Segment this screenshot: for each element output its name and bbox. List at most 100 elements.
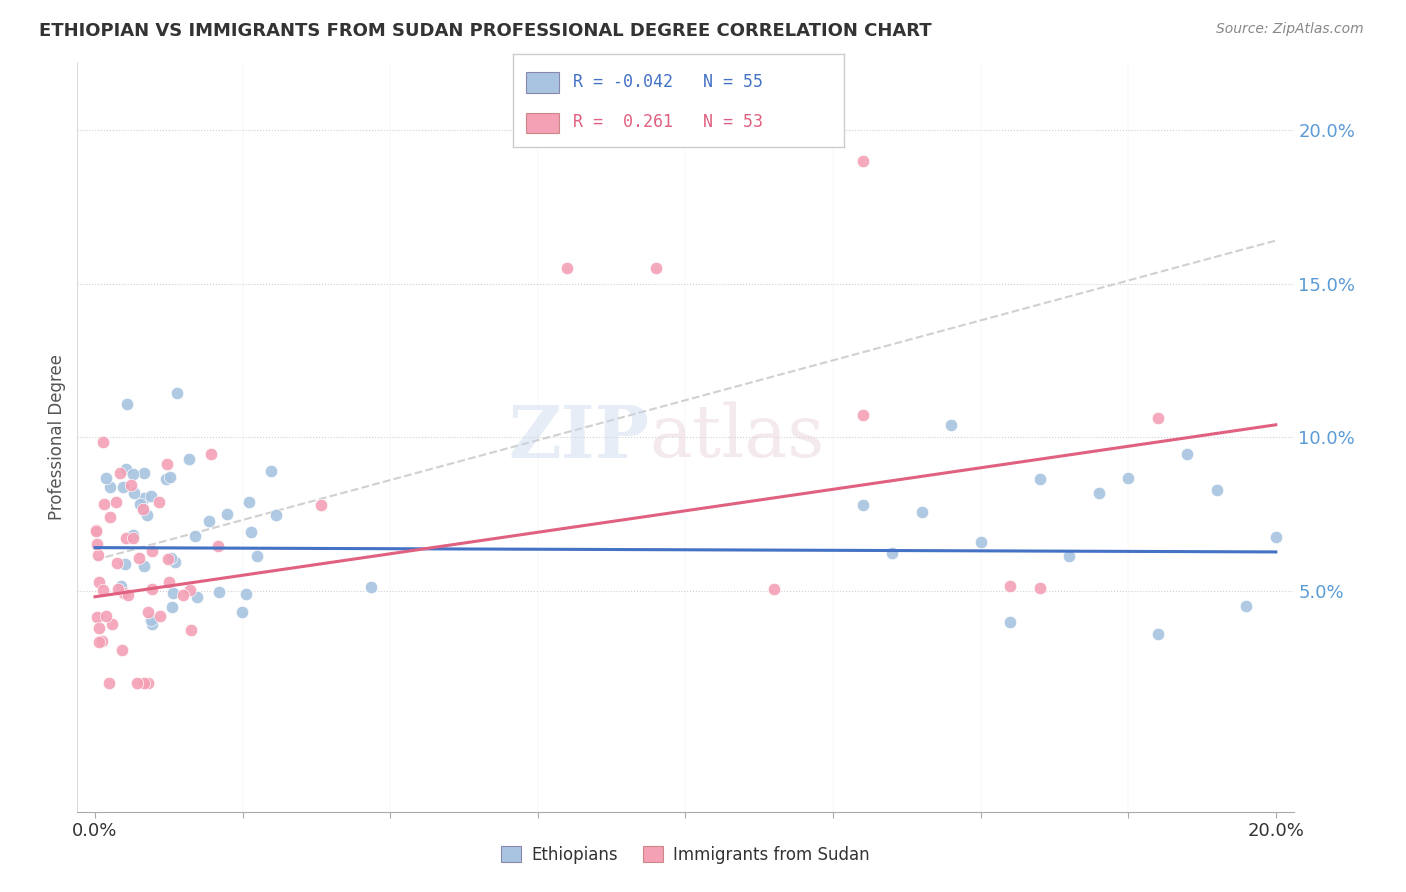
Point [160, 550, 183, 565]
Point [114, 558, 136, 572]
Text: atlas: atlas [650, 401, 824, 473]
Text: Source: ZipAtlas.com: Source: ZipAtlas.com [1216, 22, 1364, 37]
Point [94, 608, 117, 623]
Point [87, 548, 110, 562]
Point [179, 451, 201, 466]
Point [128, 551, 150, 566]
Point [969, 535, 991, 549]
Bar [526, 72, 560, 93]
Point [998, 615, 1021, 629]
Point [851, 408, 873, 422]
Point [200, 447, 222, 461]
Point [260, 464, 283, 478]
Point [851, 499, 873, 513]
Point [1146, 410, 1168, 425]
Point [239, 524, 262, 539]
Point [207, 539, 229, 553]
Point [120, 478, 142, 492]
Point [112, 479, 135, 493]
Point [148, 494, 170, 508]
Point [217, 507, 239, 521]
Bar [526, 112, 560, 133]
Point [186, 591, 208, 605]
Point [163, 556, 186, 570]
Text: R = -0.042   N = 55: R = -0.042 N = 55 [572, 72, 762, 91]
Point [557, 261, 579, 276]
Point [1264, 530, 1286, 544]
Point [155, 472, 177, 486]
Point [93, 582, 115, 597]
Point [156, 457, 179, 471]
Point [117, 397, 139, 411]
Point [184, 529, 207, 543]
Point [198, 514, 221, 528]
Legend: Ethiopians, Immigrants from Sudan: Ethiopians, Immigrants from Sudan [495, 839, 876, 871]
Point [264, 508, 287, 523]
Point [180, 623, 202, 637]
Point [86, 523, 108, 537]
Point [166, 386, 188, 401]
Point [91, 633, 114, 648]
Point [100, 616, 122, 631]
Point [1087, 486, 1109, 500]
Point [87, 622, 110, 636]
Point [122, 485, 145, 500]
Point [851, 153, 873, 168]
Point [110, 467, 132, 481]
Point [131, 503, 153, 517]
Point [84, 524, 107, 538]
Point [122, 531, 145, 545]
Point [998, 579, 1021, 593]
Point [138, 675, 160, 690]
Point [762, 582, 785, 597]
Point [93, 497, 115, 511]
Text: R =  0.261   N = 53: R = 0.261 N = 53 [572, 113, 762, 131]
Point [159, 470, 181, 484]
Point [231, 605, 253, 619]
Point [149, 609, 172, 624]
Point [179, 583, 201, 598]
Point [141, 582, 163, 596]
Point [1028, 582, 1050, 596]
Point [115, 531, 138, 545]
Point [132, 559, 155, 574]
Point [645, 261, 668, 276]
Point [129, 497, 152, 511]
Point [141, 617, 163, 632]
Point [157, 551, 180, 566]
Point [939, 417, 962, 432]
Point [1057, 549, 1080, 563]
Point [360, 580, 382, 594]
Point [235, 586, 257, 600]
Point [94, 471, 117, 485]
Point [139, 613, 162, 627]
Point [1234, 599, 1257, 614]
Point [121, 467, 143, 482]
Point [208, 585, 231, 599]
Point [132, 466, 155, 480]
Point [132, 675, 155, 690]
Point [91, 434, 114, 449]
Point [89, 575, 111, 590]
Point [86, 537, 108, 551]
Point [162, 585, 184, 599]
Point [141, 543, 163, 558]
Point [125, 675, 148, 690]
Point [114, 462, 136, 476]
Point [107, 582, 129, 596]
Point [238, 495, 260, 509]
Point [1205, 483, 1227, 498]
Point [1146, 626, 1168, 640]
Point [112, 586, 135, 600]
Point [1175, 447, 1198, 461]
Point [98, 509, 121, 524]
Point [910, 504, 932, 518]
Text: ZIP: ZIP [508, 401, 650, 473]
Point [111, 643, 134, 657]
Point [98, 675, 121, 690]
Point [157, 575, 180, 590]
Point [172, 588, 194, 602]
Point [98, 480, 121, 494]
Point [246, 549, 269, 563]
Point [122, 528, 145, 542]
